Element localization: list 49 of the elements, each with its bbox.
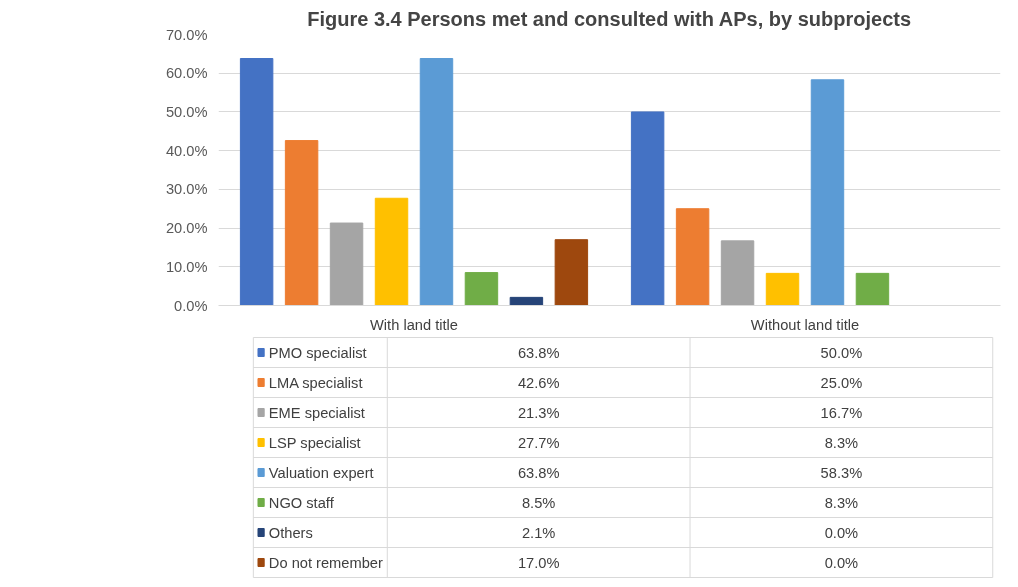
bar xyxy=(329,222,364,306)
data-label: 0.0% xyxy=(824,524,859,541)
legend-label: Do not remember xyxy=(268,554,383,571)
bar xyxy=(554,239,589,306)
data-label: 8.3% xyxy=(824,434,859,451)
data-label: 21.3% xyxy=(517,404,560,421)
data-label: 8.3% xyxy=(824,494,859,511)
data-label: 63.8% xyxy=(517,344,560,361)
legend-label: LSP specialist xyxy=(268,434,361,451)
data-label: 25.0% xyxy=(820,374,863,391)
data-label: 17.0% xyxy=(517,554,560,571)
y-tick-label: 60.0% xyxy=(165,65,208,82)
bar xyxy=(765,272,800,306)
y-tick-label: 10.0% xyxy=(165,258,208,275)
legend-label: LMA specialist xyxy=(268,374,363,391)
legend-label: Others xyxy=(268,524,313,541)
bar xyxy=(284,140,319,306)
y-tick-label: 30.0% xyxy=(165,181,208,198)
bar xyxy=(419,58,454,306)
y-tick-label: 20.0% xyxy=(165,220,208,237)
y-tick-label: 0.0% xyxy=(174,297,208,314)
bar xyxy=(374,197,409,306)
bar xyxy=(810,79,845,306)
legend-label: NGO staff xyxy=(268,494,335,511)
bar xyxy=(464,272,499,306)
data-label: 27.7% xyxy=(517,434,560,451)
bar xyxy=(239,58,274,306)
y-tick-label: 50.0% xyxy=(165,103,208,120)
data-label: 2.1% xyxy=(521,524,556,541)
x-tick-label: Without land title xyxy=(750,316,860,333)
data-label: 42.6% xyxy=(517,374,560,391)
legend-label: EME specialist xyxy=(268,404,365,421)
legend-label: Valuation expert xyxy=(268,464,374,481)
y-tick-label: 70.0% xyxy=(165,26,208,43)
data-label: 16.7% xyxy=(820,404,863,421)
legend-label: PMO specialist xyxy=(268,344,367,361)
data-label: 50.0% xyxy=(820,344,863,361)
x-tick-label: With land title xyxy=(370,316,458,333)
data-label: 8.5% xyxy=(521,494,556,511)
y-tick-label: 40.0% xyxy=(165,142,208,159)
bar xyxy=(630,111,665,306)
data-label: 63.8% xyxy=(517,464,560,481)
chart-title: Figure 3.4 Persons met and consulted with APs, by subprojects xyxy=(307,7,912,30)
bar xyxy=(855,272,890,306)
bar xyxy=(509,296,544,306)
bar xyxy=(675,208,710,306)
data-label: 58.3% xyxy=(820,464,863,481)
data-label: 0.0% xyxy=(824,554,859,571)
bar xyxy=(720,240,755,306)
